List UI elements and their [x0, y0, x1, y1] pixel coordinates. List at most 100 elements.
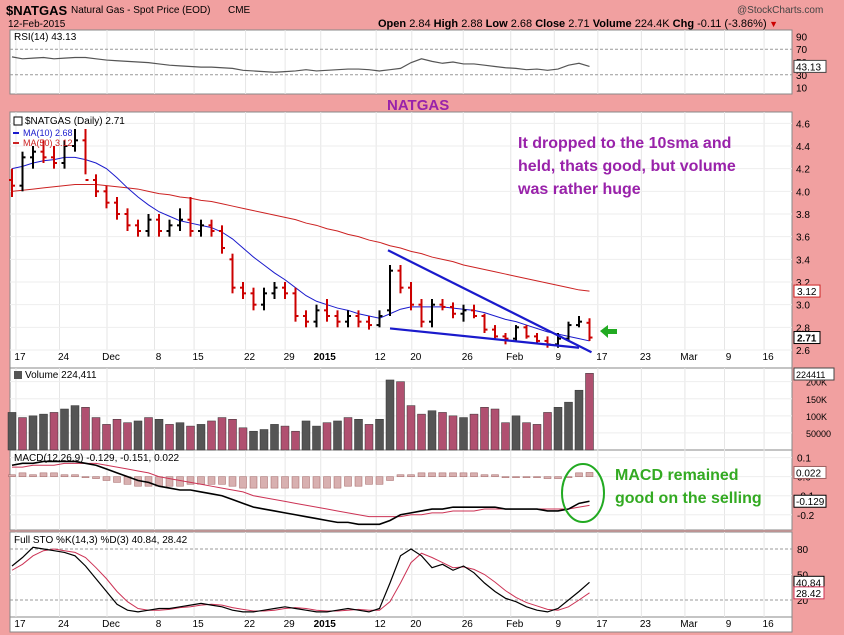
- panel-rsi: [9, 29, 793, 95]
- sto-y-tick: 80: [797, 545, 809, 556]
- volume-bar: [469, 413, 479, 451]
- x-tick-label: 24: [58, 352, 70, 363]
- volume-bar: [228, 419, 237, 451]
- volume-value: 224.4K: [634, 18, 670, 30]
- sto-y-tick: 20: [797, 596, 809, 607]
- macd-histogram-bar: [533, 476, 541, 478]
- price-y-tick: 2.8: [796, 323, 810, 334]
- volume-y-tick: 50000: [806, 429, 831, 439]
- macd-comment-line-2: good on the selling: [615, 490, 762, 507]
- x-tick-label: 20: [410, 619, 422, 630]
- rsi-y-tick: 90: [796, 32, 808, 43]
- volume-bar: [112, 419, 122, 451]
- price-y-tick: 4.2: [796, 165, 810, 176]
- macd-histogram-bar: [249, 476, 258, 489]
- low-label: Low: [485, 18, 508, 30]
- macd-histogram-bar: [291, 476, 300, 489]
- volume-bar: [39, 413, 48, 451]
- x-tick-label: Mar: [680, 619, 698, 630]
- x-tick-label: 26: [462, 352, 474, 363]
- macd-histogram-bar: [501, 476, 510, 478]
- macd-legend: MACD(12,26,9) -0.129, -0.151, 0.022: [14, 453, 180, 464]
- volume-bar: [459, 417, 468, 451]
- natgas-annotation: NATGAS: [387, 97, 449, 114]
- x-axis-strip: [9, 349, 793, 369]
- volume-bar: [102, 424, 111, 451]
- price-y-tick: 3.6: [796, 233, 810, 244]
- x-tick-label: 2015: [314, 352, 337, 363]
- volume-bar: [480, 407, 489, 451]
- macd-histogram-bar: [428, 472, 436, 477]
- macd-histogram-bar: [302, 476, 310, 489]
- macd-histogram-bar: [554, 476, 562, 479]
- x-tick-label: 22: [244, 352, 256, 363]
- x-axis-strip: [9, 616, 793, 633]
- symbol-title: $NATGAS: [6, 3, 68, 18]
- macd-histogram-bar: [386, 476, 394, 481]
- volume-bar: [406, 405, 416, 451]
- upper-trendline: [387, 249, 592, 354]
- macd-histogram-bar: [29, 474, 37, 477]
- macd-histogram-bar: [207, 476, 216, 485]
- volume-bar: [301, 420, 311, 451]
- rsi-last-value: 43.13: [796, 62, 821, 73]
- volume-bar: [511, 415, 521, 451]
- volume-bar: [28, 415, 38, 451]
- macd-histogram-bar: [323, 476, 331, 489]
- volume-bar: [343, 417, 353, 451]
- x-tick-label: 8: [156, 352, 162, 363]
- close-value: 2.71: [568, 18, 590, 30]
- ma50-legend: MA(50) 3.12: [23, 138, 73, 148]
- macd-histogram-bar: [18, 472, 27, 477]
- macd-histogram-bar: [396, 474, 405, 477]
- volume-bar: [133, 420, 143, 451]
- x-tick-label: 16: [763, 352, 775, 363]
- high-label: High: [433, 18, 459, 30]
- volume-bar: [417, 413, 426, 451]
- x-tick-label: 17: [596, 619, 608, 630]
- sto-d-last-value: 28.42: [796, 589, 821, 600]
- macd-histogram-bar: [260, 476, 268, 489]
- volume-bar: [91, 417, 101, 451]
- macd-histogram-bar: [407, 474, 415, 477]
- volume-bar: [364, 424, 374, 451]
- ma50-line: [11, 184, 590, 292]
- x-tick-label: 29: [284, 352, 296, 363]
- volume-bar: [81, 407, 90, 451]
- comment-line-2: held, thats good, but volume: [518, 158, 736, 175]
- x-tick-label: 20: [410, 352, 422, 363]
- macd-histogram-bar: [585, 472, 594, 477]
- macd-histogram-bar: [512, 476, 520, 478]
- volume-bar: [249, 430, 258, 451]
- macd-histogram-bar: [50, 472, 58, 477]
- volume-bar: [70, 405, 80, 451]
- macd-histogram-bar: [459, 472, 468, 477]
- volume-bar: [522, 422, 531, 451]
- macd-histogram-bar: [354, 476, 363, 487]
- volume-bar: [123, 422, 132, 451]
- macd-histogram-bar: [102, 476, 111, 481]
- x-tick-label: Feb: [506, 352, 524, 363]
- macd-histogram-bar: [92, 476, 100, 479]
- x-tick-label: 12: [375, 352, 387, 363]
- volume-bar: [217, 417, 227, 451]
- volume-bar: [186, 425, 195, 451]
- x-tick-label: 9: [726, 619, 732, 630]
- volume-bar: [165, 424, 174, 451]
- volume-label: Volume: [592, 18, 632, 30]
- macd-highlight-circle: [561, 463, 605, 523]
- volume-bar: [238, 427, 248, 451]
- volume-bar: [270, 424, 279, 451]
- x-tick-label: 8: [156, 619, 162, 630]
- macd-histogram-bar: [197, 476, 205, 485]
- x-tick-label: 15: [193, 619, 205, 630]
- rsi-y-tick: 70: [796, 45, 808, 56]
- price-y-tick: 4.0: [796, 187, 810, 198]
- open-label: Open: [378, 18, 407, 30]
- x-tick-label: 23: [640, 352, 652, 363]
- sto-legend: Full STO %K(14,3) %D(3) 40.84, 28.42: [14, 535, 188, 546]
- chg-value: -0.11 (-3.86%): [697, 18, 767, 30]
- macd-histogram-bar: [165, 476, 174, 487]
